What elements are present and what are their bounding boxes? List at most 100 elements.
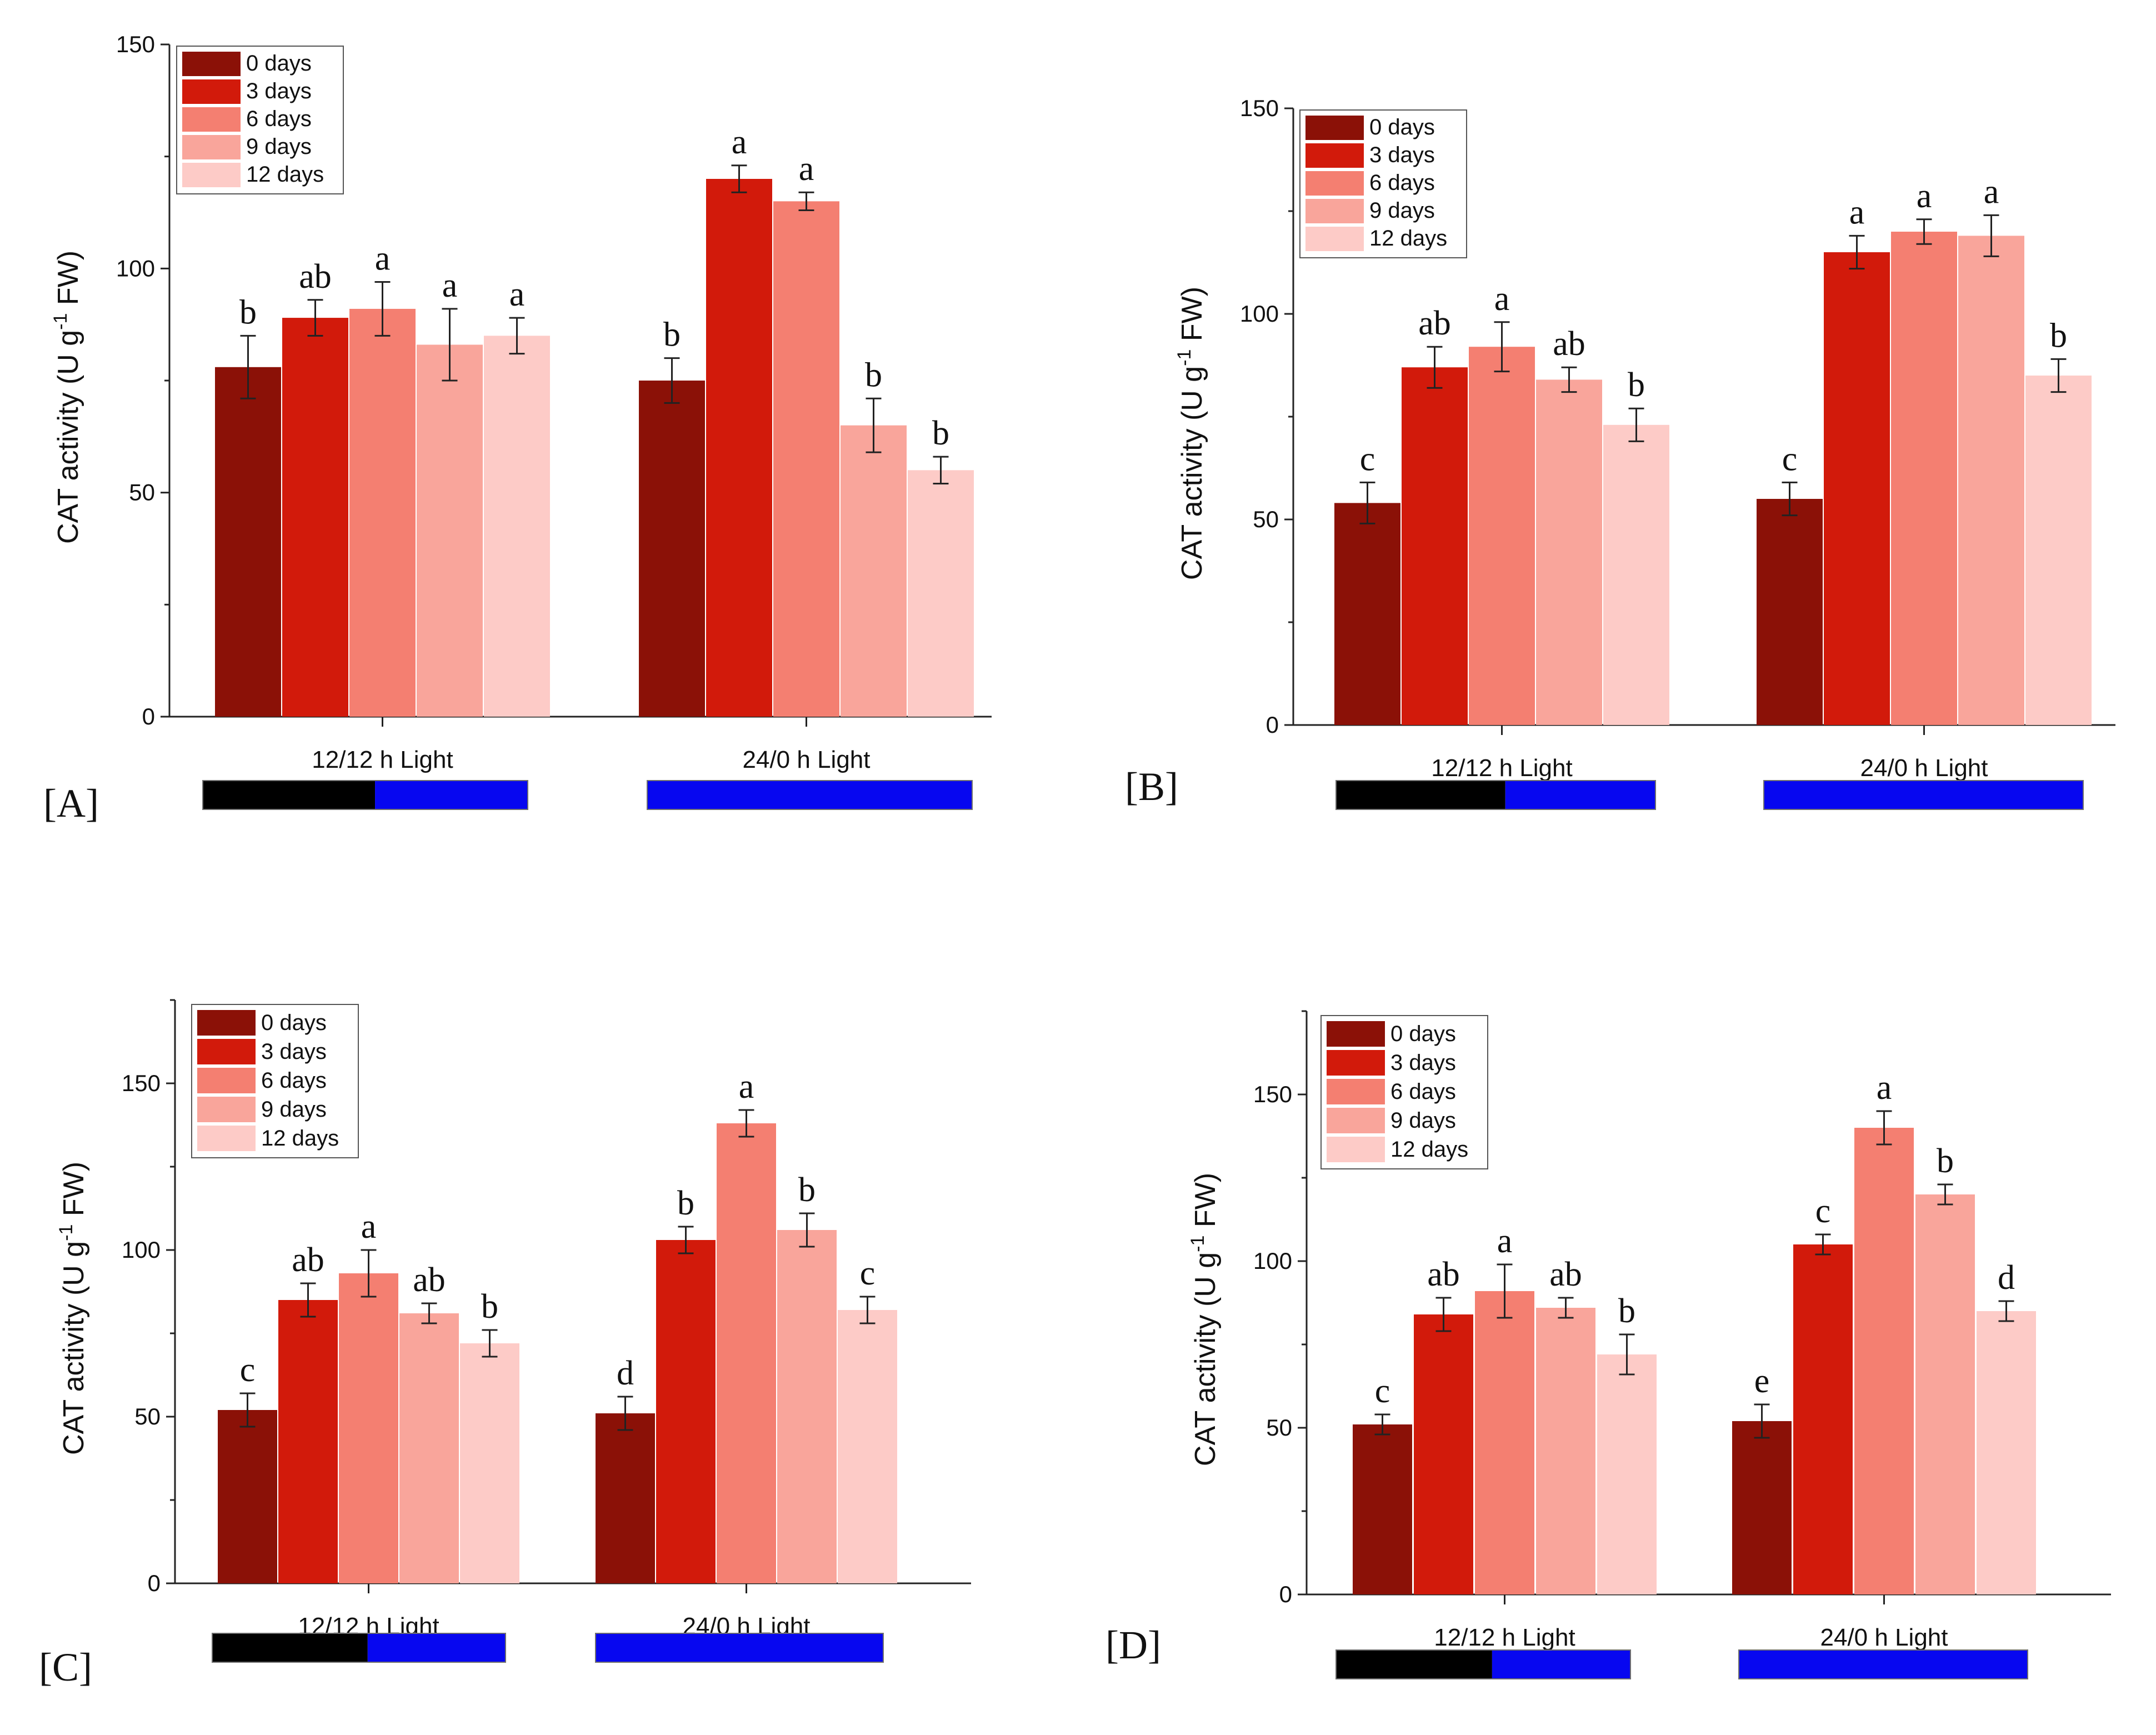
significance-letter: d bbox=[617, 1354, 634, 1392]
panel-label: [B] bbox=[1125, 764, 1178, 809]
legend-swatch bbox=[197, 1068, 256, 1093]
bar-6-days bbox=[1475, 1291, 1534, 1594]
y-axis-label: CAT activity (U g-1 FW) bbox=[1174, 287, 1208, 580]
bar-9-days bbox=[1536, 1308, 1595, 1594]
bar-0-days bbox=[1334, 503, 1400, 725]
significance-letter: a bbox=[1917, 177, 1932, 215]
significance-letter: ab bbox=[299, 258, 332, 296]
y-tick-label: 150 bbox=[1253, 1081, 1292, 1107]
significance-letter: c bbox=[240, 1351, 256, 1389]
legend-label: 3 days bbox=[1369, 143, 1435, 167]
bar-0-days bbox=[639, 381, 705, 717]
dark-period-bar bbox=[212, 1633, 368, 1662]
significance-letter: a bbox=[732, 123, 747, 161]
y-axis-label-superscript: -1 bbox=[56, 1224, 77, 1241]
significance-letter: a bbox=[509, 276, 525, 313]
significance-letter: c bbox=[1360, 440, 1375, 478]
significance-letter: a bbox=[442, 267, 458, 304]
significance-letter: b bbox=[1618, 1292, 1635, 1330]
legend-label: 12 days bbox=[1369, 226, 1447, 251]
bar-6-days bbox=[1891, 232, 1957, 725]
panel-label: [C] bbox=[39, 1645, 92, 1689]
light-bar-outline bbox=[1763, 780, 2084, 810]
legend-swatch bbox=[1327, 1079, 1385, 1104]
panel-label: [A] bbox=[43, 781, 99, 826]
legend-swatch bbox=[1305, 116, 1364, 140]
bar-6-days bbox=[349, 308, 416, 717]
significance-letter: ab bbox=[1549, 1256, 1582, 1293]
bar-0-days bbox=[1757, 499, 1823, 725]
legend-label: 0 days bbox=[1390, 1022, 1456, 1046]
bar-3-days bbox=[278, 1300, 338, 1583]
legend-label: 9 days bbox=[1390, 1108, 1456, 1133]
significance-letter: c bbox=[1375, 1372, 1390, 1410]
bar-12-days bbox=[1597, 1354, 1657, 1594]
bar-0-days bbox=[218, 1410, 277, 1583]
bar-12-days bbox=[1603, 424, 1669, 725]
y-tick-label: 150 bbox=[122, 1070, 161, 1096]
legend-swatch bbox=[197, 1010, 256, 1036]
x-tick-label: 24/0 h Light bbox=[1820, 1624, 1948, 1651]
light-bar-outline bbox=[1738, 1649, 2028, 1679]
significance-letter: a bbox=[361, 1208, 377, 1246]
significance-letter: b bbox=[677, 1184, 694, 1222]
legend-swatch bbox=[1327, 1050, 1385, 1076]
legend-label: 0 days bbox=[261, 1011, 327, 1035]
legend-swatch bbox=[197, 1097, 256, 1122]
bar-9-days bbox=[841, 425, 907, 717]
panel-label: [D] bbox=[1105, 1623, 1161, 1667]
bar-3-days bbox=[706, 179, 772, 717]
significance-letter: ab bbox=[1553, 325, 1585, 363]
y-axis-label-prefix: CAT activity (U g bbox=[58, 1241, 90, 1455]
bar-0-days bbox=[1732, 1421, 1792, 1594]
bar-9-days bbox=[1958, 236, 2024, 725]
legend-swatch bbox=[1327, 1137, 1385, 1162]
y-tick-label: 50 bbox=[1253, 506, 1279, 532]
y-axis-label-prefix: CAT activity (U g bbox=[1176, 366, 1208, 580]
significance-letter: a bbox=[1849, 193, 1865, 231]
bar-9-days bbox=[1915, 1194, 1975, 1594]
significance-letter: a bbox=[739, 1068, 754, 1106]
bar-9-days bbox=[1536, 379, 1602, 725]
significance-letter: b bbox=[865, 356, 882, 394]
bar-12-days bbox=[838, 1310, 897, 1583]
x-tick-label: 12/12 h Light bbox=[1434, 1624, 1575, 1651]
legend-label: 6 days bbox=[1390, 1079, 1456, 1104]
bar-3-days bbox=[1824, 252, 1890, 725]
light-bar-outline bbox=[212, 1633, 506, 1663]
y-tick-label: 150 bbox=[1240, 95, 1279, 121]
significance-letter: a bbox=[1494, 280, 1510, 318]
legend-swatch bbox=[1305, 227, 1364, 251]
significance-letter: a bbox=[1877, 1069, 1892, 1107]
legend-label: 9 days bbox=[261, 1097, 327, 1122]
light-period-bar bbox=[1764, 781, 2083, 809]
bar-12-days bbox=[1977, 1311, 2036, 1594]
light-period-bar bbox=[1739, 1650, 2028, 1679]
y-tick-label: 100 bbox=[116, 255, 155, 281]
legend-label: 3 days bbox=[246, 79, 312, 103]
bar-6-days bbox=[1854, 1128, 1914, 1594]
y-axis-label-prefix: CAT activity (U g bbox=[1189, 1252, 1222, 1466]
y-axis-label-prefix: CAT activity (U g bbox=[52, 330, 84, 544]
bar-3-days bbox=[282, 318, 348, 717]
light-period-bar bbox=[367, 1633, 506, 1662]
light-bar-outline bbox=[595, 1633, 884, 1663]
legend-swatch bbox=[1327, 1021, 1385, 1047]
bar-9-days bbox=[777, 1230, 837, 1583]
significance-letter: a bbox=[1497, 1222, 1513, 1260]
legend-swatch bbox=[197, 1039, 256, 1064]
y-tick-label: 50 bbox=[129, 479, 155, 506]
legend-swatch bbox=[1305, 143, 1364, 168]
bar-6-days bbox=[773, 201, 839, 717]
legend-swatch bbox=[182, 79, 241, 104]
legend-swatch bbox=[182, 135, 241, 159]
light-period-bar bbox=[596, 1633, 883, 1662]
bar-6-days bbox=[1469, 347, 1535, 725]
significance-letter: c bbox=[1782, 440, 1798, 478]
light-period-bar bbox=[1505, 781, 1655, 809]
significance-letter: ab bbox=[413, 1261, 446, 1299]
light-period-bar bbox=[375, 781, 528, 809]
y-axis-label-suffix: FW) bbox=[1189, 1173, 1222, 1236]
y-axis-label: CAT activity (U g-1 FW) bbox=[56, 1162, 90, 1455]
significance-letter: b bbox=[481, 1288, 498, 1326]
